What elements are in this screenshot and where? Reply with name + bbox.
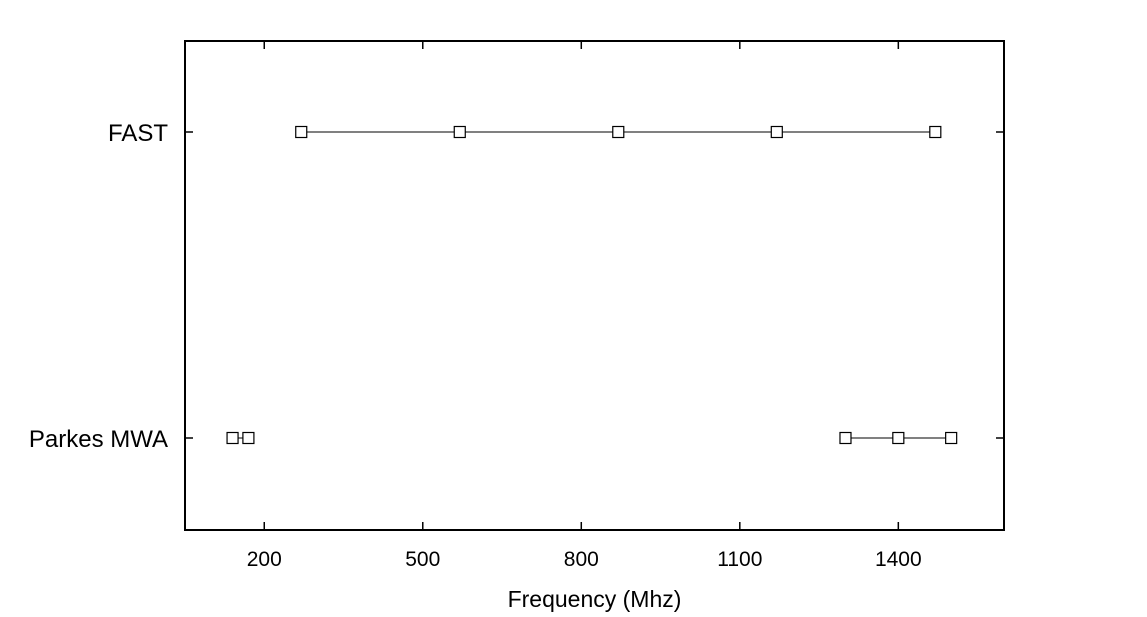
x-tick-label-800: 800 <box>564 548 599 571</box>
y-category-label-fast: FAST <box>108 120 168 147</box>
x-tick-label-500: 500 <box>405 548 440 571</box>
data-point-fast-570 <box>453 125 466 139</box>
x-tick-label-1400: 1400 <box>875 548 922 571</box>
data-point-parkes-mwa-1300 <box>839 431 852 445</box>
plot-frame <box>184 40 1005 531</box>
x-tick-label-200: 200 <box>247 548 282 571</box>
data-point-fast-1170 <box>770 125 783 139</box>
axis-labels: Frequency (Mhz) 200 500 800 1100 1400 FAST Par… <box>29 120 922 612</box>
data-point-fast-270 <box>295 125 308 139</box>
x-tick-label-1100: 1100 <box>717 548 762 571</box>
data-point-parkes-mwa-170 <box>242 431 255 445</box>
data-series <box>226 125 958 445</box>
data-point-fast-1470 <box>929 125 942 139</box>
x-axis-label: Frequency (Mhz) <box>508 586 682 612</box>
tick-marks <box>185 41 1004 530</box>
y-category-label-parkes-mwa: Parkes MWA <box>29 426 168 453</box>
data-point-parkes-mwa-1500 <box>945 431 958 445</box>
data-point-fast-870 <box>612 125 625 139</box>
data-point-parkes-mwa-1400 <box>892 431 905 445</box>
data-point-parkes-mwa-140 <box>226 431 239 445</box>
